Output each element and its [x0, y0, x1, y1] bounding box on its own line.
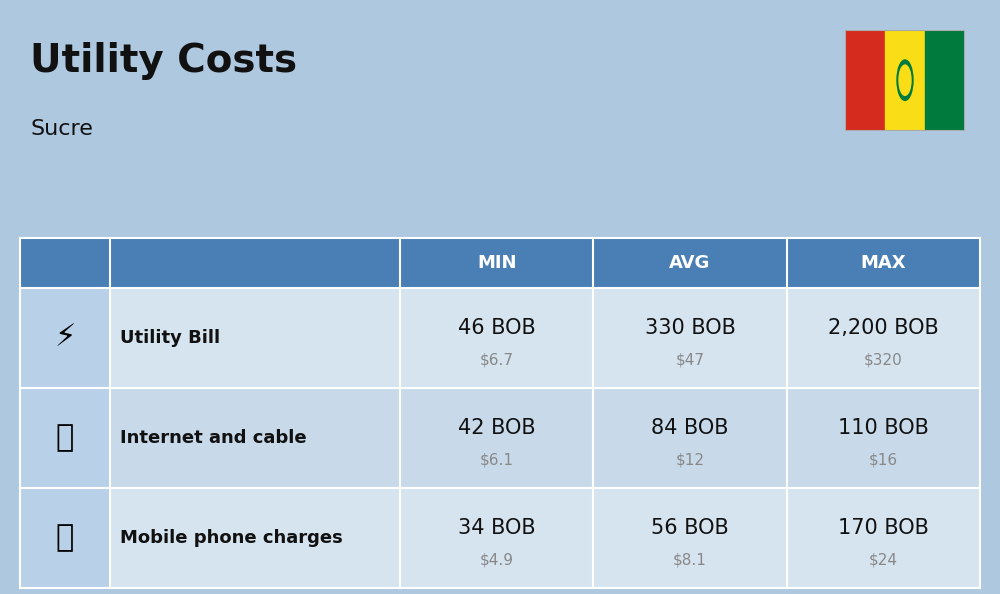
Bar — [845, 30, 885, 131]
Text: Internet and cable: Internet and cable — [120, 429, 307, 447]
Text: 46 BOB: 46 BOB — [458, 318, 536, 338]
Text: $320: $320 — [864, 353, 903, 368]
Text: 2,200 BOB: 2,200 BOB — [828, 318, 939, 338]
Text: 42 BOB: 42 BOB — [458, 418, 535, 438]
Text: 34 BOB: 34 BOB — [458, 518, 535, 538]
Text: 84 BOB: 84 BOB — [651, 418, 729, 438]
Text: $24: $24 — [869, 552, 898, 567]
Text: $8.1: $8.1 — [673, 552, 707, 567]
Bar — [885, 30, 925, 131]
Text: 330 BOB: 330 BOB — [645, 318, 735, 338]
Text: $12: $12 — [676, 453, 704, 467]
Text: MIN: MIN — [477, 254, 516, 272]
Text: Utility Bill: Utility Bill — [120, 329, 220, 347]
Circle shape — [899, 65, 911, 95]
Text: 📱: 📱 — [56, 523, 74, 552]
Text: ⚡: ⚡ — [54, 324, 76, 353]
Text: Utility Costs: Utility Costs — [30, 42, 297, 80]
Text: 📶: 📶 — [56, 424, 74, 453]
Text: 170 BOB: 170 BOB — [838, 518, 929, 538]
Text: Mobile phone charges: Mobile phone charges — [120, 529, 343, 547]
Text: 56 BOB: 56 BOB — [651, 518, 729, 538]
Text: $6.7: $6.7 — [480, 353, 514, 368]
Bar — [925, 30, 965, 131]
Text: $6.1: $6.1 — [480, 453, 514, 467]
Text: $47: $47 — [676, 353, 704, 368]
Text: $16: $16 — [869, 453, 898, 467]
Text: $4.9: $4.9 — [480, 552, 514, 567]
Text: 110 BOB: 110 BOB — [838, 418, 929, 438]
Circle shape — [897, 60, 913, 100]
Text: MAX: MAX — [861, 254, 906, 272]
Text: Sucre: Sucre — [30, 119, 93, 139]
Text: AVG: AVG — [669, 254, 711, 272]
